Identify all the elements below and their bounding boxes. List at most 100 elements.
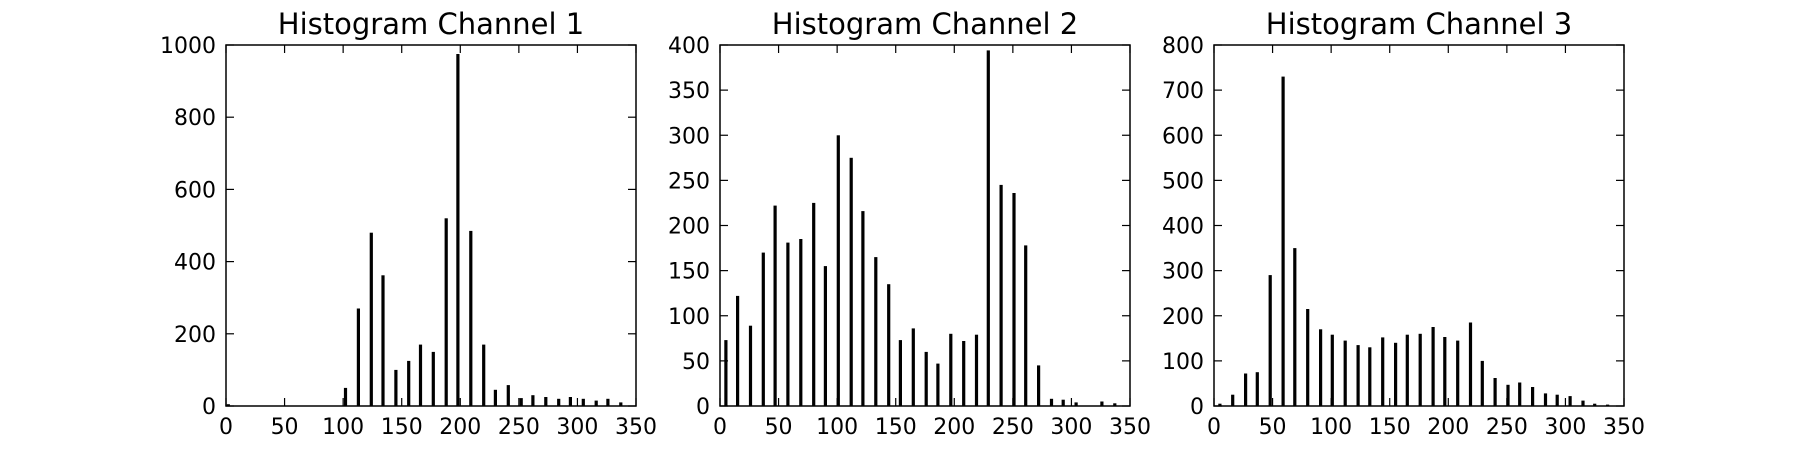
histogram-bar (456, 54, 460, 406)
histogram-bar (773, 205, 777, 406)
histogram-bar (506, 385, 510, 406)
histogram-bar (1593, 403, 1597, 406)
x-tick-label: 250 (498, 415, 540, 440)
histogram-bar (394, 369, 398, 406)
histogram-bar (1281, 76, 1285, 406)
x-tick-label: 300 (556, 415, 598, 440)
histogram-bar (1468, 322, 1473, 406)
histogram-bar (431, 351, 435, 406)
histogram-bar (1100, 401, 1104, 406)
histogram-panel-2: 0 50 100 150 200 250 300 350 0 50 100 150 200 250 300 3… (668, 7, 1151, 440)
x-tick-label: 200 (933, 415, 975, 440)
histogram-bar (1024, 245, 1028, 406)
x-tick-label: 100 (1310, 415, 1352, 440)
histogram-bar (1568, 396, 1572, 406)
y-tick-label: 800 (1162, 34, 1204, 59)
y-tick-label: 350 (668, 79, 710, 104)
histogram-bar (1480, 360, 1484, 406)
histogram-bar (1074, 402, 1078, 406)
histogram-bar (469, 230, 473, 406)
y-tick-label: 1000 (160, 34, 216, 59)
y-tick-label: 150 (668, 260, 710, 285)
histogram-bar (1456, 340, 1460, 406)
histogram-bar (1255, 372, 1259, 406)
histogram-bar (761, 252, 765, 406)
y-tick-label: 200 (1162, 305, 1204, 330)
histogram-bar (1113, 403, 1117, 406)
histogram-bar (999, 184, 1003, 406)
y-tick-label: 250 (668, 169, 710, 194)
x-tick-label: 100 (322, 415, 364, 440)
y-tick-label: 0 (1190, 395, 1204, 420)
x-tick-label: 250 (1486, 415, 1528, 440)
x-tick-label: 300 (1544, 415, 1586, 440)
histogram-bar (619, 402, 623, 406)
x-tick-label: 50 (271, 415, 299, 440)
histogram-bar (861, 211, 865, 406)
histogram-bar (581, 398, 585, 406)
x-tick-label: 200 (439, 415, 481, 440)
histogram-bar (594, 400, 598, 406)
histogram-bar (1381, 337, 1385, 406)
histogram-bar (799, 239, 803, 406)
x-tick-label: 0 (713, 415, 727, 440)
histogram-bar (568, 397, 572, 406)
histogram-bar (936, 363, 940, 406)
chart-title: Histogram Channel 1 (278, 7, 584, 41)
x-tick-label: 50 (1259, 415, 1287, 440)
histogram-bar (519, 398, 523, 406)
histogram-bar (482, 344, 486, 406)
histogram-bar (1443, 337, 1447, 406)
histogram-bar (356, 308, 360, 406)
histogram-bar (1268, 275, 1272, 406)
y-tick-label: 0 (202, 395, 216, 420)
histogram-bar (1506, 384, 1510, 406)
x-tick-label: 350 (615, 415, 657, 440)
histogram-panel-1: 0 50 100 150 200 250 300 350 0 200 400 600 800 1000 Hi… (160, 7, 657, 440)
y-tick-label: 400 (1162, 215, 1204, 240)
histogram-bar (1012, 193, 1016, 406)
histogram-bar (407, 360, 411, 406)
histogram-bar (1231, 394, 1235, 406)
x-tick-label: 250 (992, 415, 1034, 440)
histogram-bar (1293, 248, 1297, 406)
y-tick-label: 600 (174, 178, 216, 203)
y-tick-label: 400 (174, 251, 216, 276)
histogram-bar (1518, 382, 1522, 406)
histogram-bar (986, 50, 990, 407)
histogram-bar (1581, 400, 1585, 406)
histogram-bar (1555, 394, 1559, 406)
histogram-bar (1343, 340, 1347, 406)
histogram-bar (736, 295, 740, 406)
x-tick-label: 0 (1207, 415, 1221, 440)
histogram-bar (949, 333, 953, 406)
x-tick-label: 50 (765, 415, 793, 440)
histogram-bar (1319, 329, 1323, 406)
histogram-panel-3: 0 50 100 150 200 250 300 350 0 100 200 300 400 500 600… (1162, 7, 1645, 440)
x-tick-label: 150 (381, 415, 423, 440)
histogram-bar (557, 398, 561, 406)
histogram-bar (924, 351, 928, 406)
histogram-bar (748, 325, 753, 406)
x-tick-label: 0 (219, 415, 233, 440)
histogram-bar (226, 404, 230, 406)
chart-title: Histogram Channel 2 (772, 7, 1078, 41)
x-tick-label: 150 (875, 415, 917, 440)
x-tick-label: 200 (1427, 415, 1469, 440)
y-tick-label: 200 (174, 323, 216, 348)
histogram-bar (493, 389, 497, 406)
x-tick-label: 150 (1369, 415, 1411, 440)
x-tick-label: 350 (1109, 415, 1151, 440)
histogram-bar (898, 340, 902, 406)
histogram-bar (343, 387, 348, 406)
histogram-bar (381, 275, 385, 406)
histogram-bar (724, 340, 728, 406)
x-tick-label: 300 (1050, 415, 1092, 440)
histogram-bar (812, 202, 816, 406)
histogram-bar (1244, 373, 1248, 406)
x-tick-label: 350 (1603, 415, 1645, 440)
histogram-bar (531, 395, 535, 406)
histogram-bar (1218, 403, 1222, 406)
histogram-bar (962, 341, 966, 406)
